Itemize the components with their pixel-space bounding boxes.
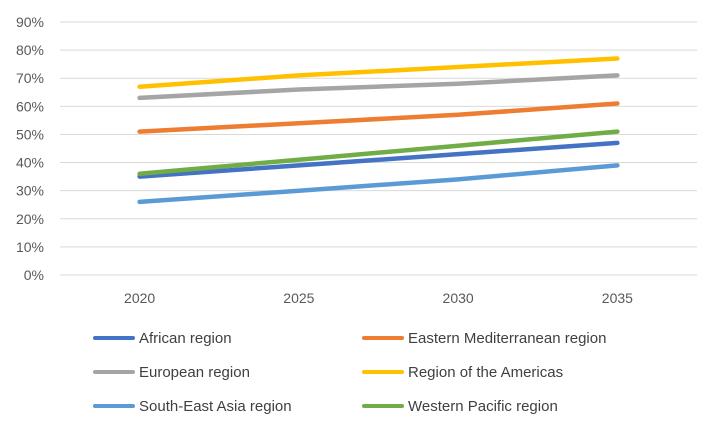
legend-swatch-african-region: [93, 336, 135, 340]
x-axis-ticks: 2020 2025 2030 2035: [124, 290, 633, 306]
legend-label-european-region: European region: [139, 363, 250, 381]
legend-item-european-region: European region: [93, 360, 250, 384]
series-lines: [137, 56, 620, 205]
y-axis-ticks: 0% 10% 20% 30% 40% 50% 60% 70% 80% 90%: [16, 14, 44, 283]
legend-swatch-south-east-asia-region: [93, 404, 135, 408]
y-tick-label: 20%: [16, 211, 44, 227]
legend: African region Eastern Mediterranean reg…: [0, 322, 716, 422]
series-line-european-region: [137, 73, 620, 101]
y-tick-label: 90%: [16, 14, 44, 30]
series-line-south-east-asia-region: [137, 163, 620, 205]
legend-label-african-region: African region: [139, 329, 232, 347]
y-tick-label: 0%: [24, 267, 44, 283]
y-tick-label: 50%: [16, 126, 44, 142]
x-tick-label: 2020: [124, 290, 155, 306]
legend-item-western-pacific-region: Western Pacific region: [362, 394, 558, 418]
gridlines: [60, 21, 697, 276]
legend-swatch-western-pacific-region: [362, 404, 404, 408]
series-line-eastern-mediterranean-region: [137, 101, 620, 134]
y-tick-label: 30%: [16, 183, 44, 199]
legend-item-region-of-the-americas: Region of the Americas: [362, 360, 563, 384]
series-line-region-of-the-americas: [137, 56, 620, 89]
legend-item-eastern-mediterranean-region: Eastern Mediterranean region: [362, 326, 606, 350]
x-tick-label: 2035: [602, 290, 633, 306]
legend-label-eastern-mediterranean-region: Eastern Mediterranean region: [408, 329, 607, 347]
x-tick-label: 2030: [443, 290, 474, 306]
y-tick-label: 70%: [16, 70, 44, 86]
legend-label-south-east-asia-region: South-East Asia region: [139, 397, 292, 415]
y-tick-label: 80%: [16, 42, 44, 58]
series-line-african-region: [137, 140, 620, 179]
legend-swatch-region-of-the-americas: [362, 370, 404, 374]
x-tick-label: 2025: [283, 290, 314, 306]
y-tick-label: 10%: [16, 239, 44, 255]
legend-swatch-european-region: [93, 370, 135, 374]
legend-label-region-of-the-americas: Region of the Americas: [408, 363, 564, 381]
y-tick-label: 60%: [16, 98, 44, 114]
legend-swatch-eastern-mediterranean-region: [362, 336, 404, 340]
legend-item-african-region: African region: [93, 326, 232, 350]
legend-item-south-east-asia-region: South-East Asia region: [93, 394, 292, 418]
series-line-western-pacific-region: [137, 129, 620, 177]
legend-label-western-pacific-region: Western Pacific region: [408, 397, 558, 415]
chart-plot: 0%10%20%30%40%50%60%70%80%90% 2020 2025 20…: [16, 14, 697, 306]
y-tick-label: 40%: [16, 155, 44, 171]
